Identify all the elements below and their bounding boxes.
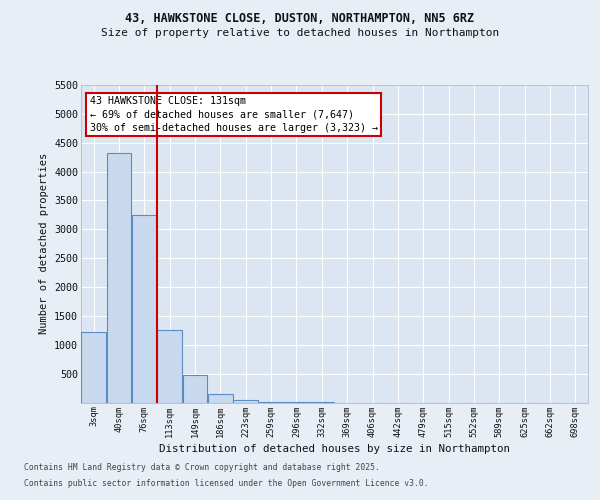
Bar	[107, 153, 131, 402]
X-axis label: Distribution of detached houses by size in Northampton: Distribution of detached houses by size …	[159, 444, 510, 454]
Bar	[157, 330, 182, 402]
Bar	[233, 400, 258, 402]
Y-axis label: Number of detached properties: Number of detached properties	[38, 153, 49, 334]
Bar	[183, 375, 208, 402]
Text: 43 HAWKSTONE CLOSE: 131sqm
← 69% of detached houses are smaller (7,647)
30% of s: 43 HAWKSTONE CLOSE: 131sqm ← 69% of deta…	[89, 96, 377, 132]
Bar	[82, 332, 106, 402]
Bar	[208, 394, 233, 402]
Bar	[132, 215, 157, 402]
Text: Contains HM Land Registry data © Crown copyright and database right 2025.: Contains HM Land Registry data © Crown c…	[24, 464, 380, 472]
Text: 43, HAWKSTONE CLOSE, DUSTON, NORTHAMPTON, NN5 6RZ: 43, HAWKSTONE CLOSE, DUSTON, NORTHAMPTON…	[125, 12, 475, 26]
Text: Contains public sector information licensed under the Open Government Licence v3: Contains public sector information licen…	[24, 478, 428, 488]
Text: Size of property relative to detached houses in Northampton: Size of property relative to detached ho…	[101, 28, 499, 38]
